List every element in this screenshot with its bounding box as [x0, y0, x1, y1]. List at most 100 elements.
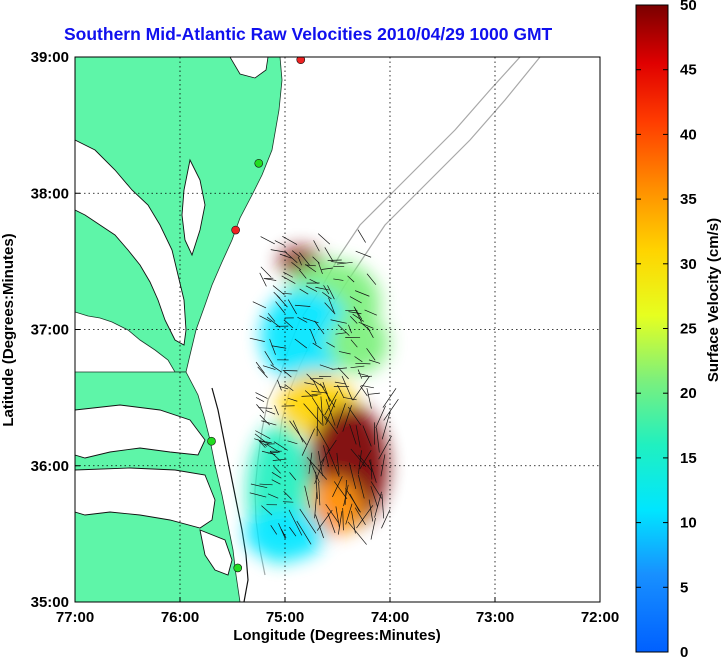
velocity-vector: [265, 410, 276, 415]
velocity-vector: [299, 288, 309, 295]
velocity-vector: [345, 503, 353, 525]
velocity-vector: [380, 454, 386, 477]
velocity-vector: [316, 426, 331, 451]
y-tick-label: 35:00: [31, 594, 69, 611]
velocity-vector: [327, 285, 335, 300]
velocity-vector: [259, 315, 272, 323]
velocity-vector: [325, 399, 337, 425]
velocity-vector: [256, 404, 265, 414]
velocity-vector: [318, 482, 321, 506]
velocity-vector: [356, 505, 374, 529]
velocity-vector: [352, 376, 370, 401]
velocity-vector: [350, 448, 367, 468]
velocity-vector: [381, 494, 385, 519]
velocity-vector: [341, 375, 353, 401]
velocity-vector: [289, 526, 297, 537]
velocity-region-southwest-blue: [245, 507, 325, 560]
velocity-vectors: [249, 229, 399, 545]
colorbar-tick-label: 35: [680, 191, 697, 208]
velocity-vector: [262, 365, 276, 370]
x-tick-label: 74:00: [371, 609, 409, 626]
velocity-vector: [370, 459, 373, 480]
velocity-vector: [277, 379, 282, 391]
velocity-vector: [354, 507, 366, 526]
velocity-vector: [342, 507, 344, 531]
velocity-vector: [357, 229, 366, 243]
velocity-vector: [250, 483, 268, 489]
velocity-vector: [382, 388, 397, 408]
velocity-vector: [317, 261, 323, 274]
x-axis-label: Longitude (Degrees:Minutes): [233, 627, 441, 644]
velocity-vector: [273, 291, 281, 299]
velocity-vector: [271, 479, 281, 485]
velocity-vector: [336, 452, 340, 475]
velocity-vector: [366, 273, 377, 285]
velocity-vector: [336, 261, 353, 265]
velocity-vector: [357, 474, 365, 499]
velocity-vector: [378, 435, 392, 460]
velocity-vector: [302, 317, 319, 324]
velocity-vector: [347, 406, 362, 426]
y-tick-label: 37:00: [31, 322, 69, 339]
velocity-vector: [257, 439, 268, 447]
velocity-vector: [254, 433, 266, 442]
velocity-vector: [305, 264, 316, 267]
velocity-vector: [261, 505, 273, 516]
velocity-vector: [291, 250, 301, 258]
velocity-vector: [267, 493, 279, 499]
colorbar-tick-label: 30: [680, 256, 697, 273]
velocity-vector: [336, 403, 346, 429]
velocity-vector: [279, 386, 289, 390]
colorbar-tick-label: 5: [680, 579, 688, 596]
velocity-vector: [347, 275, 355, 283]
velocity-vector: [325, 503, 340, 524]
velocity-vector: [370, 517, 376, 540]
velocity-vector: [355, 425, 361, 448]
velocity-vector: [301, 395, 318, 397]
velocity-vector: [257, 366, 268, 378]
albemarle-sound: [75, 404, 233, 576]
velocity-vector: [327, 449, 340, 477]
colorbar-tick-label: 10: [680, 515, 697, 532]
velocity-vector: [332, 476, 343, 498]
velocity-vector: [347, 521, 367, 545]
velocity-vector: [289, 420, 307, 445]
velocity-vector: [324, 391, 339, 416]
velocity-vector: [258, 407, 273, 409]
delaware-bay: [229, 57, 269, 79]
velocity-vector: [367, 392, 380, 395]
colorbar-tick-label: 15: [680, 450, 697, 467]
velocity-vector: [366, 388, 372, 409]
velocity-vector: [321, 267, 333, 270]
velocity-vector: [299, 508, 317, 534]
velocity-vector: [305, 264, 317, 273]
velocity-vector: [370, 481, 382, 499]
y-tick-label: 39:00: [31, 49, 69, 66]
velocity-vector: [370, 485, 378, 508]
velocity-vector: [267, 313, 276, 322]
velocity-vector: [297, 316, 308, 323]
velocity-vector: [320, 396, 324, 426]
velocity-vector: [357, 369, 363, 379]
velocity-vector: [249, 337, 265, 342]
velocity-vector: [294, 304, 311, 307]
velocity-vector: [322, 382, 331, 402]
y-tick-label: 36:00: [31, 458, 69, 475]
colorbar-tick-label: 20: [680, 385, 697, 402]
velocity-vector: [324, 302, 336, 315]
velocity-vector: [368, 459, 377, 483]
velocity-vector: [304, 485, 311, 508]
velocity-vector: [368, 359, 381, 364]
velocity-vector: [255, 392, 268, 399]
velocity-vector: [375, 405, 386, 428]
velocity-vector: [284, 384, 294, 392]
x-tick-label: 77:00: [56, 609, 94, 626]
map-title: Southern Mid-Atlantic Raw Velocities 201…: [64, 24, 553, 44]
velocity-vector: [364, 309, 377, 316]
velocity-vector: [345, 488, 361, 513]
velocity-vector: [324, 247, 334, 262]
velocity-vector: [280, 529, 287, 539]
velocity-vector: [316, 509, 333, 531]
velocity-vector: [271, 345, 287, 349]
